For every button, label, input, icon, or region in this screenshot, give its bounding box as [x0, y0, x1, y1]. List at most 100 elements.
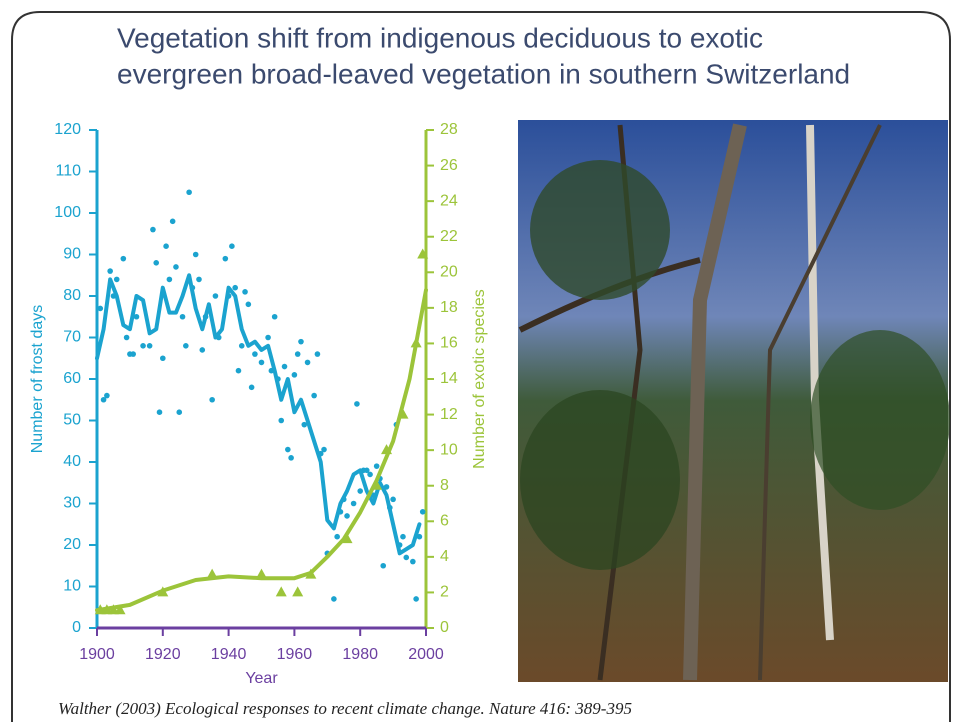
point [196, 277, 202, 283]
y-tick-label: 120 [54, 121, 81, 138]
point [236, 368, 242, 374]
y2-tick-label: 2 [440, 584, 449, 601]
point [130, 351, 136, 357]
point [153, 260, 159, 266]
y2-tick-label: 18 [440, 299, 458, 316]
y-tick-label: 110 [55, 163, 81, 180]
point [374, 463, 380, 469]
point [321, 447, 327, 453]
point [285, 447, 291, 453]
point [292, 372, 298, 378]
point [249, 385, 255, 391]
y-tick-label: 40 [63, 453, 81, 470]
point [390, 497, 396, 503]
point [167, 277, 173, 283]
point [170, 219, 176, 225]
point [265, 335, 271, 341]
point [380, 563, 386, 569]
y2-tick-label: 28 [440, 121, 458, 138]
point [157, 409, 163, 415]
point [315, 351, 321, 357]
y-tick-label: 60 [63, 370, 81, 387]
point [272, 314, 278, 320]
point [223, 256, 229, 262]
point [305, 360, 311, 366]
point [367, 472, 373, 478]
x-tick-label: 1920 [145, 646, 181, 663]
point [344, 513, 350, 519]
point [334, 534, 340, 540]
x-tick-label: 1980 [342, 646, 378, 663]
x-tick-label: 2000 [408, 646, 444, 663]
chart: 0102030405060708090100110120024681012141… [29, 121, 488, 687]
point [282, 364, 288, 370]
photo [518, 120, 950, 682]
y2-tick-label: 20 [440, 264, 458, 281]
point [104, 393, 110, 399]
y-tick-label: 100 [54, 204, 81, 221]
point [351, 501, 357, 507]
point [183, 343, 189, 349]
point [413, 596, 419, 602]
y-tick-label: 30 [63, 495, 81, 512]
x-axis-label: Year [245, 670, 278, 687]
point [410, 559, 416, 565]
x-tick-label: 1900 [79, 646, 115, 663]
y2-tick-label: 24 [440, 192, 458, 209]
line [97, 275, 419, 553]
point [121, 256, 127, 262]
point [114, 277, 120, 283]
y-tick-label: 10 [63, 578, 81, 595]
point [173, 264, 179, 270]
triangle-point [292, 586, 303, 596]
y2-tick-label: 10 [440, 441, 458, 458]
point [232, 285, 238, 291]
y-tick-label: 0 [72, 619, 81, 636]
point [140, 343, 146, 349]
point [186, 189, 192, 195]
point [288, 455, 294, 461]
point [193, 252, 199, 258]
point [242, 289, 248, 295]
point [252, 351, 258, 357]
triangle-point [276, 586, 287, 596]
point [311, 393, 317, 399]
y-tick-label: 80 [63, 287, 81, 304]
point [199, 347, 205, 353]
x-tick-label: 1940 [211, 646, 247, 663]
y-axis-label: Number of frost days [29, 305, 46, 454]
point [176, 409, 182, 415]
x-tick-label: 1960 [277, 646, 313, 663]
y-tick-label: 70 [63, 329, 81, 346]
line [97, 290, 426, 610]
title-line: evergreen broad-leaved vegetation in sou… [117, 58, 850, 89]
y2-tick-label: 8 [440, 477, 449, 494]
point [246, 302, 252, 308]
y2-tick-label: 6 [440, 513, 449, 530]
y2-axis-label: Number of exotic species [471, 289, 488, 469]
point [163, 243, 169, 249]
point [420, 509, 426, 515]
point [150, 227, 156, 233]
point [331, 596, 337, 602]
point [357, 488, 363, 494]
point [160, 355, 166, 361]
point [403, 555, 409, 561]
y2-tick-label: 26 [440, 157, 458, 174]
point [259, 360, 265, 366]
point [209, 397, 215, 403]
point [180, 314, 186, 320]
point [229, 243, 235, 249]
point [354, 401, 360, 407]
y2-tick-label: 4 [440, 548, 449, 565]
y2-tick-label: 22 [440, 228, 458, 245]
y2-tick-label: 0 [440, 619, 449, 636]
point [213, 293, 219, 299]
y-tick-label: 20 [63, 536, 81, 553]
point [147, 343, 153, 349]
point [239, 343, 245, 349]
y2-tick-label: 14 [440, 370, 458, 387]
point [278, 418, 284, 424]
point [295, 351, 301, 357]
point [124, 335, 130, 341]
